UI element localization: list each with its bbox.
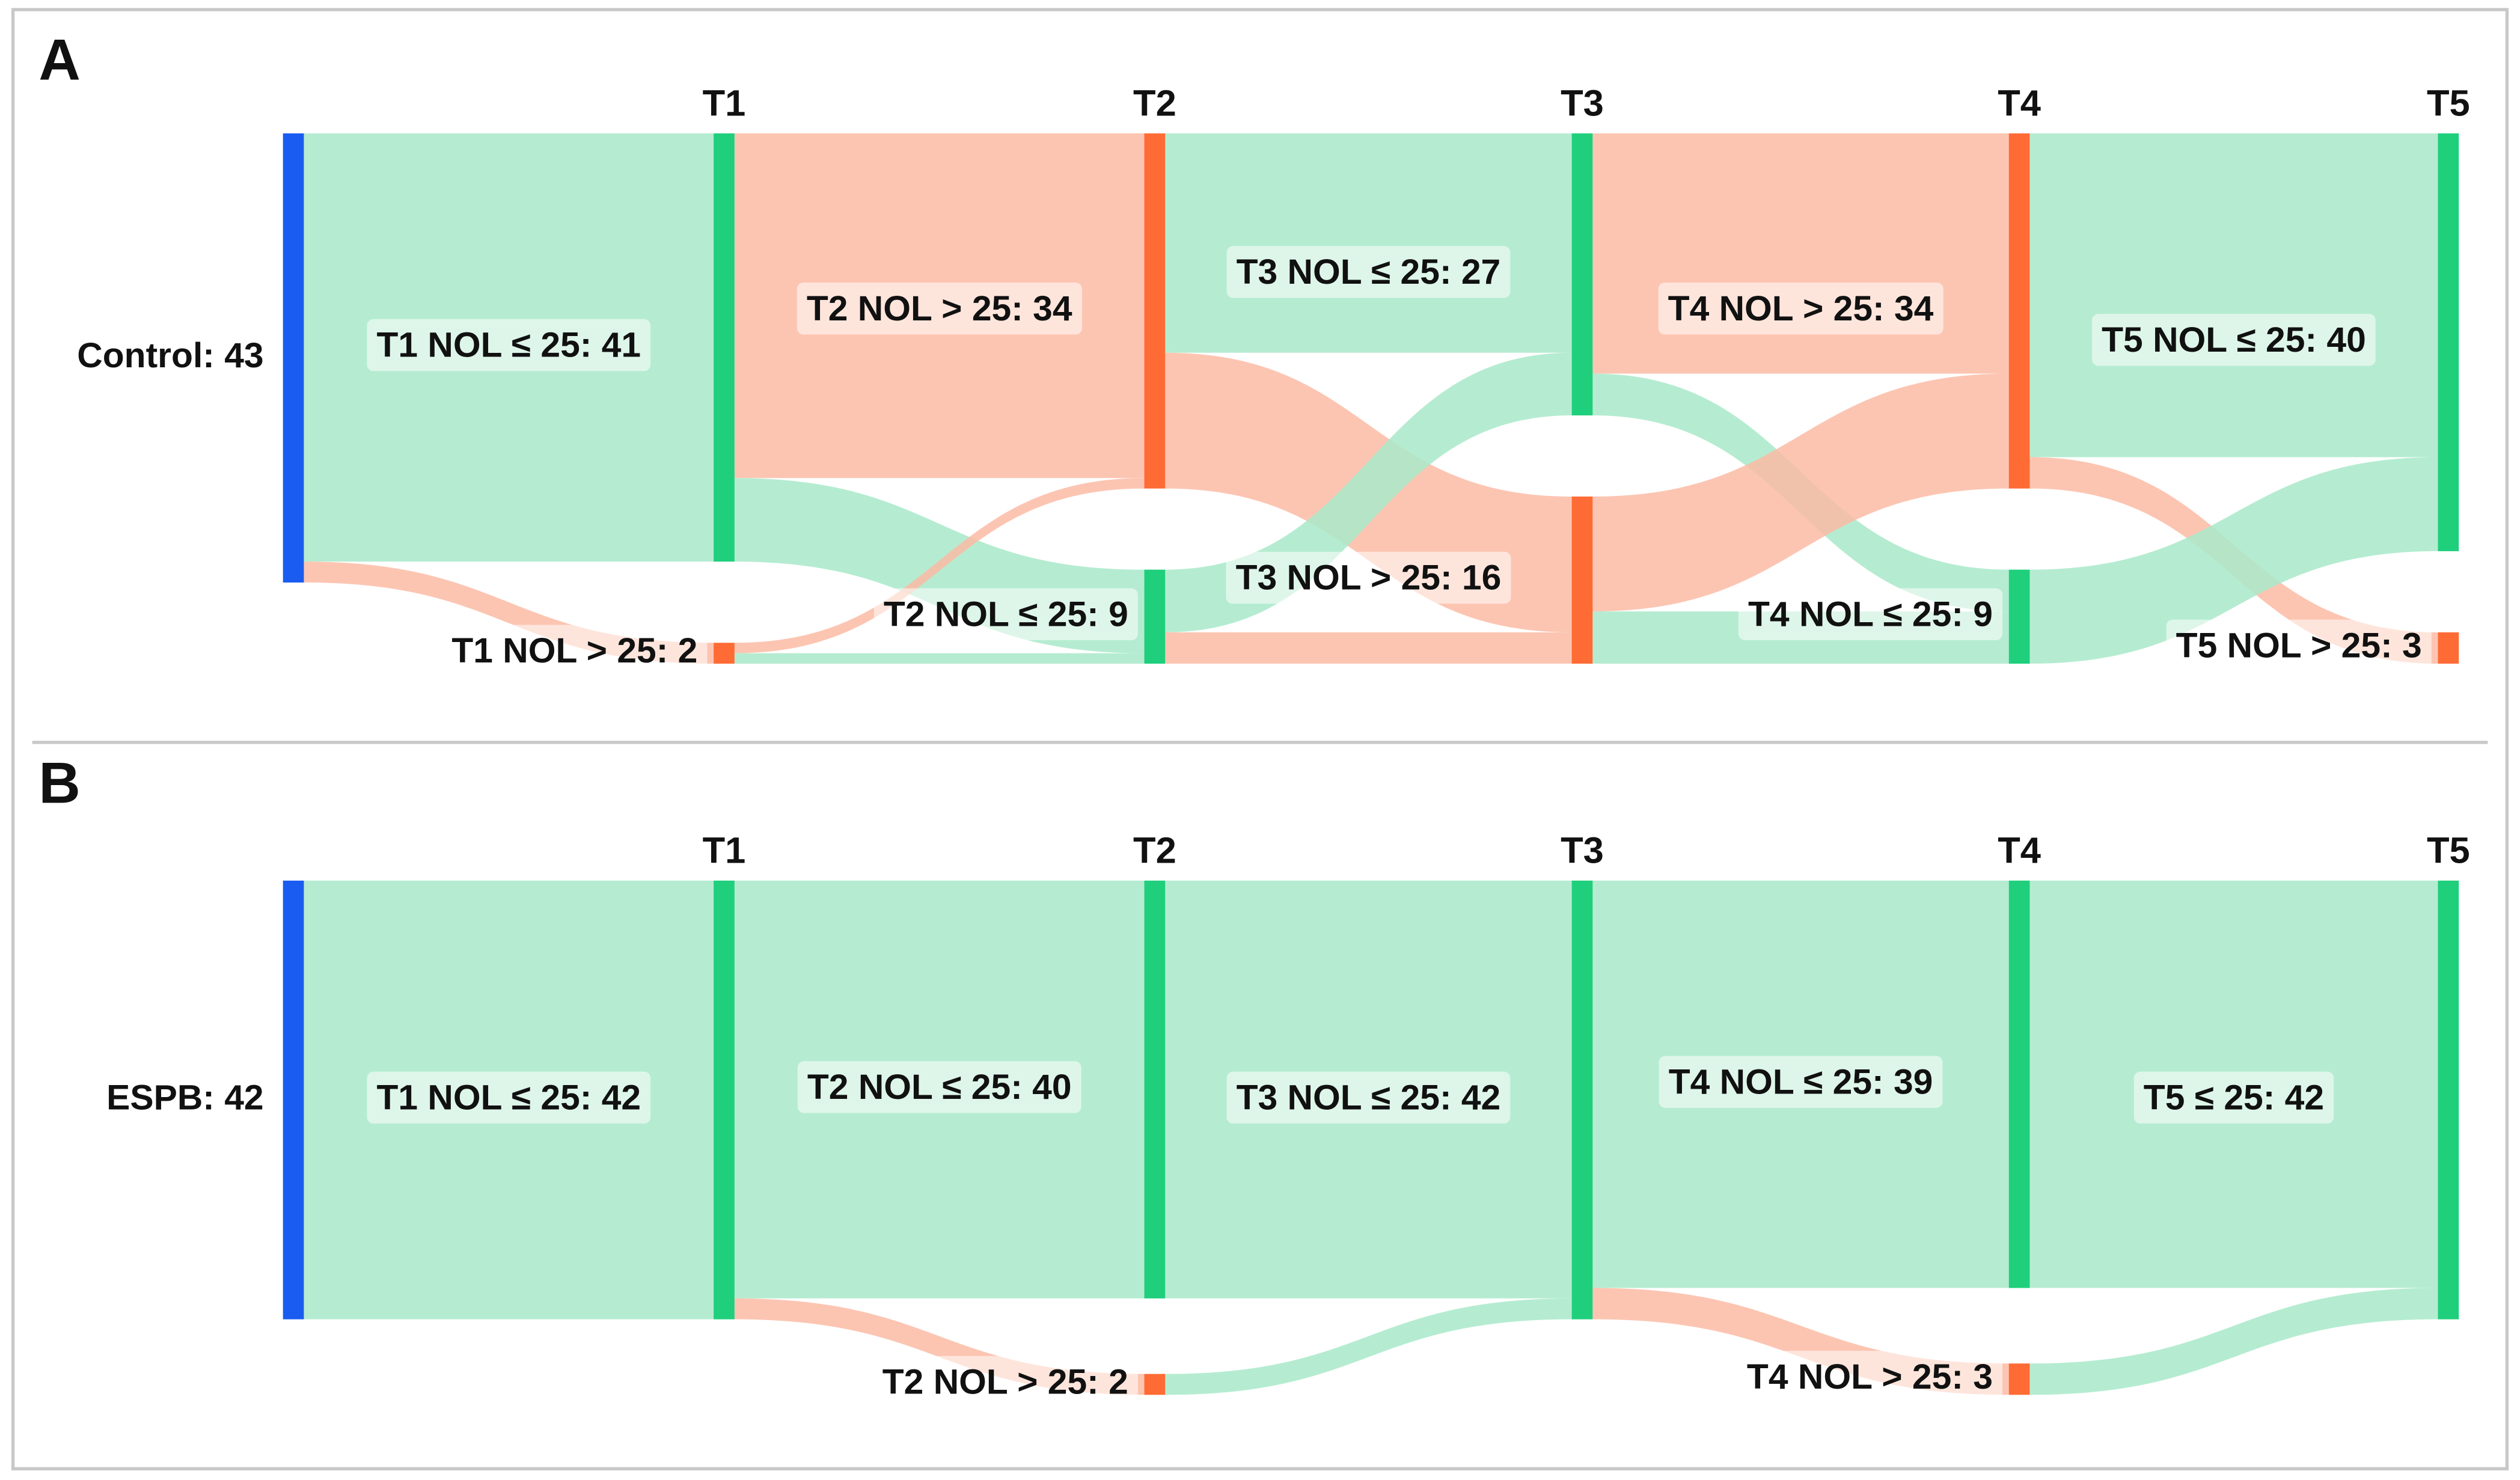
label-background: [442, 625, 708, 677]
node-label: T3 NOL ≤ 25: 27: [1237, 252, 1501, 292]
label-background: [1738, 588, 2003, 641]
link: [734, 653, 1145, 664]
label-background: [367, 319, 651, 372]
panel-letter: B: [38, 751, 80, 815]
node: [2438, 880, 2459, 1319]
node: [714, 880, 735, 1319]
node-label: T4 NOL ≤ 25: 9: [1748, 595, 1993, 634]
label-background: [872, 1356, 1138, 1408]
label-background: [1226, 246, 1511, 298]
node-label: T2 NOL ≤ 25: 40: [807, 1068, 1072, 1107]
label-background: [367, 1071, 651, 1124]
node: [2008, 880, 2030, 1288]
node-label: T4 NOL ≤ 25: 39: [1669, 1062, 1933, 1101]
node: [2008, 569, 2030, 664]
column-header: T1: [703, 830, 746, 872]
nodes: [283, 880, 2459, 1395]
node-label: T4 NOL > 25: 34: [1668, 289, 1934, 328]
frame: [11, 8, 2509, 1470]
label-background: [1659, 1056, 1943, 1108]
link: [1165, 1298, 1572, 1395]
link: [1592, 373, 2009, 612]
node: [283, 880, 304, 1319]
column-header: T4: [1998, 83, 2041, 124]
link: [2029, 1288, 2438, 1395]
node: [1144, 569, 1166, 664]
node-label: T5 NOL > 25: 3: [2176, 626, 2422, 665]
node-label: T2 NOL > 25: 34: [807, 289, 1072, 328]
node-label: Control: 43: [77, 336, 263, 375]
node: [2008, 1363, 2030, 1395]
column-header: T1: [703, 83, 746, 124]
link: [734, 478, 1145, 653]
label-background: [1226, 551, 1511, 604]
node: [1571, 133, 1593, 416]
node: [1144, 880, 1166, 1298]
node: [714, 643, 735, 664]
label-background: [2133, 1071, 2334, 1124]
label-background: [797, 1061, 1081, 1113]
column-header: T3: [1561, 830, 1604, 872]
node: [2438, 632, 2459, 664]
node-label: T2 NOL ≤ 25: 9: [884, 595, 1128, 634]
link: [2029, 133, 2438, 457]
node-label: T5 NOL ≤ 25: 40: [2102, 320, 2366, 359]
label-background: [1737, 1351, 2003, 1403]
node: [714, 133, 735, 562]
column-header: T3: [1561, 83, 1604, 124]
links: [304, 880, 2438, 1395]
column-header: T5: [2427, 83, 2470, 124]
column-header: T2: [1133, 83, 1176, 124]
node-label: T4 NOL > 25: 3: [1747, 1357, 1993, 1396]
label-background: [2092, 314, 2376, 366]
node-label: T5 ≤ 25: 42: [2144, 1078, 2324, 1117]
link: [1165, 632, 1572, 664]
node: [1571, 880, 1593, 1319]
node: [1144, 1374, 1166, 1395]
node: [283, 133, 304, 583]
node-label: T3 NOL ≤ 25: 42: [1237, 1078, 1501, 1117]
column-header: T2: [1133, 830, 1176, 872]
node: [1144, 133, 1166, 489]
link: [1165, 133, 1572, 353]
node-label: ESPB: 42: [106, 1078, 263, 1117]
column-header: T4: [1998, 830, 2041, 872]
link: [2029, 457, 2438, 664]
link: [1592, 133, 2009, 374]
label-background: [797, 283, 1082, 335]
label-background: [2166, 619, 2432, 672]
label-background: [1226, 1071, 1511, 1124]
label-background: [1658, 283, 1944, 335]
panel-letter: A: [38, 28, 80, 92]
node-label: T3 NOL > 25: 16: [1236, 558, 1502, 598]
column-header: T5: [2427, 830, 2470, 872]
node: [2438, 133, 2459, 551]
node: [2008, 133, 2030, 489]
node-label: T1 NOL ≤ 25: 42: [376, 1078, 641, 1117]
node-label: T1 NOL > 25: 2: [451, 631, 697, 670]
label-background: [873, 588, 1138, 641]
nodes: [283, 133, 2459, 664]
node-label: T1 NOL ≤ 25: 41: [376, 326, 641, 365]
node: [1571, 497, 1593, 664]
node-label: T2 NOL > 25: 2: [882, 1362, 1128, 1401]
